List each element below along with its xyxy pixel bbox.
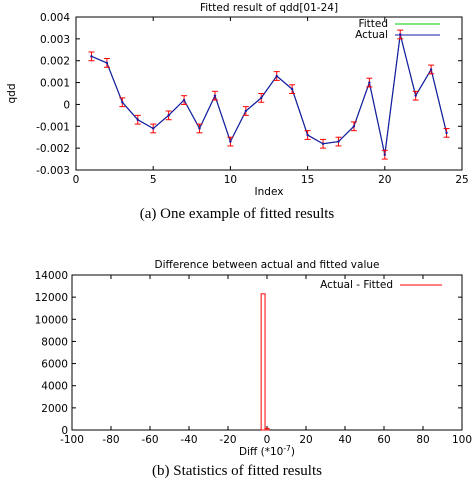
x-tick-label-a: 15 bbox=[301, 174, 314, 186]
data-point-actual bbox=[90, 55, 93, 58]
data-point-actual bbox=[383, 153, 386, 156]
y-tick-label-a: 0 bbox=[63, 99, 70, 111]
data-point-actual bbox=[290, 87, 294, 91]
chart-b: Difference between actual and fitted val… bbox=[35, 259, 472, 458]
x-axis-label-b-exp: -7 bbox=[283, 444, 291, 453]
x-tick-label-b: 40 bbox=[338, 434, 351, 446]
y-tick-label-b: 14000 bbox=[35, 270, 68, 282]
legend-label-actual: Actual bbox=[355, 29, 388, 41]
data-point-actual bbox=[337, 140, 340, 143]
x-axis-label-b: Diff (*10-7) bbox=[239, 444, 295, 458]
chart-title-a: Fitted result of qdd[01-24] bbox=[200, 2, 338, 14]
x-tick-label-b: -80 bbox=[102, 434, 119, 446]
series-line-fitted bbox=[91, 34, 448, 155]
data-point-actual bbox=[244, 109, 248, 113]
y-axis-label-a: qdd bbox=[6, 84, 18, 104]
data-point-actual bbox=[213, 94, 217, 97]
x-tick-label-b: -20 bbox=[219, 434, 236, 446]
data-point-actual bbox=[121, 101, 124, 104]
y-tick-label-a: 0.001 bbox=[40, 78, 70, 90]
caption-b: (b) Statistics of fitted results bbox=[152, 463, 322, 479]
data-point-actual bbox=[198, 127, 201, 130]
data-point-actual bbox=[152, 127, 155, 130]
x-tick-label-b: 60 bbox=[377, 434, 390, 446]
data-point-actual bbox=[306, 133, 309, 137]
y-tick-label-a: 0.003 bbox=[40, 34, 70, 46]
data-point-actual bbox=[260, 96, 263, 100]
x-tick-label-a: 5 bbox=[150, 174, 157, 186]
legend-label-fitted: Fitted bbox=[358, 18, 388, 30]
y-tick-label-b: 8000 bbox=[41, 336, 68, 348]
data-point-actual bbox=[429, 68, 433, 71]
data-point-actual bbox=[229, 140, 232, 143]
data-point-actual bbox=[368, 81, 371, 84]
y-tick-label-b: 2000 bbox=[41, 403, 68, 415]
y-tick-label-a: -0.003 bbox=[36, 165, 70, 177]
plot-frame-a bbox=[75, 16, 463, 171]
x-tick-label-b: -100 bbox=[60, 434, 84, 446]
data-point-actual bbox=[136, 118, 139, 121]
histogram-bar bbox=[260, 293, 266, 431]
x-axis-label-b-end: ) bbox=[291, 446, 295, 458]
x-tick-label-b: 80 bbox=[416, 434, 429, 446]
chart-title-b: Difference between actual and fitted val… bbox=[155, 259, 380, 271]
y-tick-label-b: 0 bbox=[61, 425, 68, 437]
legend-label-diff: Actual - Fitted bbox=[320, 279, 393, 291]
caption-a: (a) One example of fitted results bbox=[139, 206, 335, 222]
data-point-actual bbox=[105, 61, 109, 65]
y-tick-label-a: 0.002 bbox=[40, 56, 70, 68]
data-point-actual bbox=[167, 114, 170, 117]
data-point-actual bbox=[182, 98, 186, 102]
y-tick-label-b: 10000 bbox=[35, 314, 68, 326]
series-line-actual bbox=[91, 34, 448, 155]
data-point-actual bbox=[321, 142, 325, 145]
y-tick-label-b: 6000 bbox=[41, 359, 68, 371]
x-tick-label-b: -40 bbox=[180, 434, 197, 446]
data-point-actual bbox=[352, 125, 356, 128]
x-tick-label-a: 0 bbox=[73, 174, 80, 186]
x-tick-label-b: 20 bbox=[299, 434, 312, 446]
data-point-actual bbox=[275, 74, 278, 78]
histogram-bar bbox=[264, 427, 270, 431]
x-tick-label-b: -60 bbox=[141, 434, 158, 446]
x-tick-label-a: 25 bbox=[455, 174, 468, 186]
y-tick-label-a: 0.004 bbox=[40, 12, 70, 24]
x-tick-label-b: 0 bbox=[264, 434, 271, 446]
x-axis-label-a: Index bbox=[255, 186, 284, 198]
x-tick-label-b: 100 bbox=[452, 434, 472, 446]
y-tick-label-a: -0.001 bbox=[36, 121, 70, 133]
y-tick-label-b: 4000 bbox=[41, 381, 68, 393]
x-axis-label-b-base: Diff (*10 bbox=[239, 446, 283, 458]
chart-a: Fitted result of qdd[01-24] -0.003 -0.002 -… bbox=[6, 2, 469, 198]
data-point-actual bbox=[445, 131, 448, 135]
y-tick-label-b: 12000 bbox=[35, 292, 68, 304]
y-tick-label-a: -0.002 bbox=[36, 143, 70, 155]
data-point-actual bbox=[414, 94, 417, 97]
plot-frame-b bbox=[71, 274, 463, 431]
x-tick-label-a: 10 bbox=[224, 174, 237, 186]
x-tick-label-a: 20 bbox=[378, 174, 391, 186]
